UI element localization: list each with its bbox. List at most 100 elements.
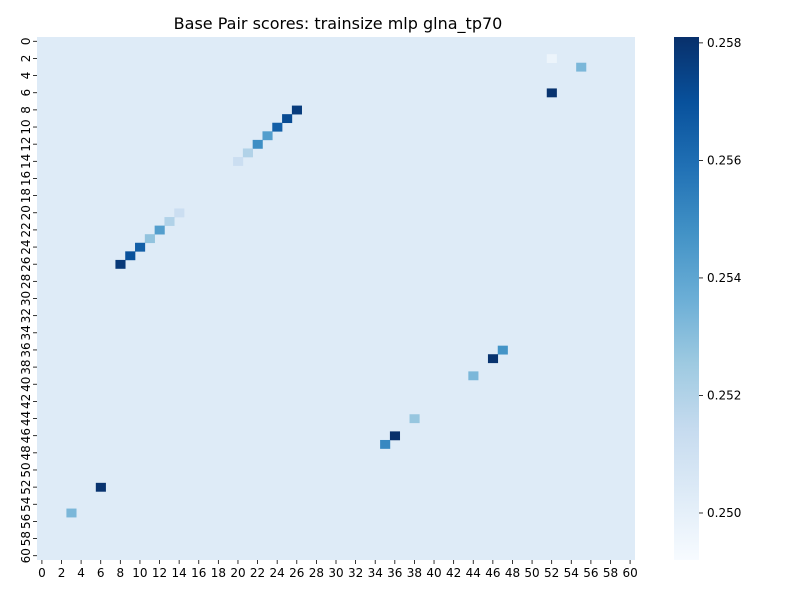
y-tick-label: 0: [19, 37, 33, 45]
heatmap-cell: [125, 251, 136, 261]
heatmap-cell: [252, 139, 263, 149]
y-tick-label: 10: [19, 119, 33, 134]
y-tick-label: 14: [19, 154, 33, 169]
y-tick-label: 34: [19, 325, 33, 340]
x-tick-label: 56: [583, 566, 598, 580]
x-tick-label: 24: [270, 566, 285, 580]
x-tick-label: 28: [309, 566, 324, 580]
x-tick-label: 12: [152, 566, 167, 580]
heatmap-cell: [242, 148, 253, 158]
heatmap-cell: [135, 242, 146, 252]
heatmap-background: [37, 37, 635, 560]
x-tick-label: 52: [544, 566, 559, 580]
heatmap-cell: [154, 225, 165, 235]
x-tick-label: 8: [117, 566, 125, 580]
heatmap-cell: [115, 259, 126, 269]
heatmap-cell: [282, 114, 293, 124]
x-tick-label: 46: [485, 566, 500, 580]
heatmap-cell: [291, 105, 302, 115]
y-tick-label: 48: [19, 445, 33, 460]
y-tick-label: 56: [19, 514, 33, 529]
colorbar-tick-label: 0.252: [707, 388, 741, 402]
y-tick-label: 24: [19, 239, 33, 254]
x-tick-label: 20: [230, 566, 245, 580]
heatmap-cell: [164, 217, 175, 226]
x-tick-label: 36: [387, 566, 402, 580]
y-tick-label: 4: [19, 72, 33, 80]
x-tick-label: 6: [97, 566, 105, 580]
y-tick-label: 46: [19, 428, 33, 443]
x-tick-label: 30: [328, 566, 343, 580]
x-tick-label: 2: [58, 566, 66, 580]
y-tick-label: 38: [19, 359, 33, 374]
y-tick-label: 18: [19, 188, 33, 203]
colorbar-tick-label: 0.254: [707, 271, 741, 285]
x-tick-label: 22: [250, 566, 265, 580]
y-tick-label: 42: [19, 394, 33, 409]
heatmap-cell: [66, 508, 77, 518]
x-tick-label: 16: [191, 566, 206, 580]
heatmap-cell: [497, 345, 508, 355]
x-tick-label: 48: [505, 566, 520, 580]
x-tick-label: 18: [211, 566, 226, 580]
y-tick-label: 30: [19, 291, 33, 306]
y-axis: 0246810121416182022242628303234363840424…: [19, 37, 37, 563]
heatmap-cell: [576, 62, 587, 72]
colorbar-gradient: [674, 37, 699, 560]
y-tick-label: 50: [19, 462, 33, 477]
heatmap-cell: [389, 431, 401, 441]
y-tick-label: 6: [19, 89, 33, 97]
heatmap-cell: [487, 354, 499, 364]
heatmap-cell: [546, 54, 557, 64]
y-tick-label: 12: [19, 137, 33, 152]
heatmap-cell: [546, 88, 557, 98]
colorbar-tick-label: 0.258: [707, 36, 741, 50]
heatmap-cell: [144, 234, 155, 244]
colorbar-tick-label: 0.256: [707, 153, 741, 167]
heatmap-cell: [174, 208, 185, 218]
y-tick-label: 20: [19, 205, 33, 220]
y-tick-label: 58: [19, 531, 33, 546]
y-tick-label: 52: [19, 479, 33, 494]
x-tick-label: 10: [132, 566, 147, 580]
x-tick-label: 26: [289, 566, 304, 580]
y-tick-label: 22: [19, 222, 33, 237]
colorbar-tick-label: 0.250: [707, 506, 741, 520]
heatmap-cell: [468, 371, 479, 381]
chart-title: Base Pair scores: trainsize mlp glna_tp7…: [174, 14, 503, 34]
x-tick-label: 54: [564, 566, 579, 580]
colorbar-ticks: 0.250 0.252 0.254 0.256 0.258: [699, 36, 741, 520]
y-tick-label: 26: [19, 257, 33, 272]
x-tick-label: 60: [622, 566, 637, 580]
y-tick-label: 28: [19, 274, 33, 289]
x-tick-label: 32: [348, 566, 363, 580]
x-tick-label: 50: [524, 566, 539, 580]
x-axis: 0 2 4 6 8 10 12 14 16 18 20 22 24 26 28 30 32 34 36 38 40 42 4…: [38, 560, 638, 580]
heatmap-cell: [272, 122, 283, 132]
x-tick-label: 40: [426, 566, 441, 580]
y-tick-label: 44: [19, 411, 33, 426]
x-tick-label: 34: [368, 566, 383, 580]
x-tick-label: 58: [603, 566, 618, 580]
x-tick-label: 4: [77, 566, 85, 580]
y-tick-label: 16: [19, 171, 33, 186]
x-tick-label: 14: [172, 566, 187, 580]
x-tick-label: 44: [466, 566, 481, 580]
heatmap-cell: [262, 131, 273, 141]
y-tick-label: 36: [19, 342, 33, 357]
y-tick-label: 8: [19, 106, 33, 114]
y-tick-label: 40: [19, 377, 33, 392]
y-tick-label: 2: [19, 55, 33, 63]
x-tick-label: 0: [38, 566, 46, 580]
heatmap-cell: [409, 414, 420, 424]
y-tick-label: 60: [19, 548, 33, 563]
colorbar: 0.250 0.252 0.254 0.256 0.258: [674, 36, 741, 560]
y-tick-label: 32: [19, 308, 33, 323]
heatmap-cell: [95, 482, 106, 492]
x-tick-label: 42: [446, 566, 461, 580]
x-tick-label: 38: [407, 566, 422, 580]
heatmap-cells: [37, 37, 635, 560]
heatmap-cell: [380, 439, 391, 449]
